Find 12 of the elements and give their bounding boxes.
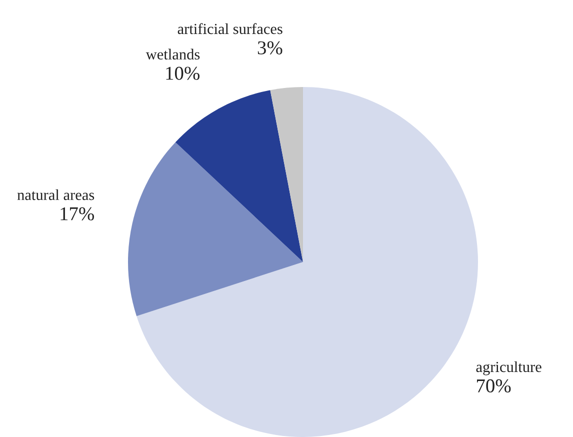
slice-label: natural areas — [17, 189, 94, 200]
pie-slice — [136, 87, 478, 437]
data-label: 70% — [477, 379, 511, 392]
pie-slice — [175, 90, 303, 262]
slice-label: agriculture — [476, 361, 542, 376]
data-label: 3% — [258, 41, 282, 54]
pie-slice — [270, 87, 303, 262]
slice-label: wetlands — [146, 48, 200, 60]
data-label: 17% — [60, 207, 94, 220]
pie-slice — [128, 142, 303, 316]
slice-label: artificial surfaces — [178, 23, 282, 34]
data-label: 10% — [166, 66, 200, 80]
